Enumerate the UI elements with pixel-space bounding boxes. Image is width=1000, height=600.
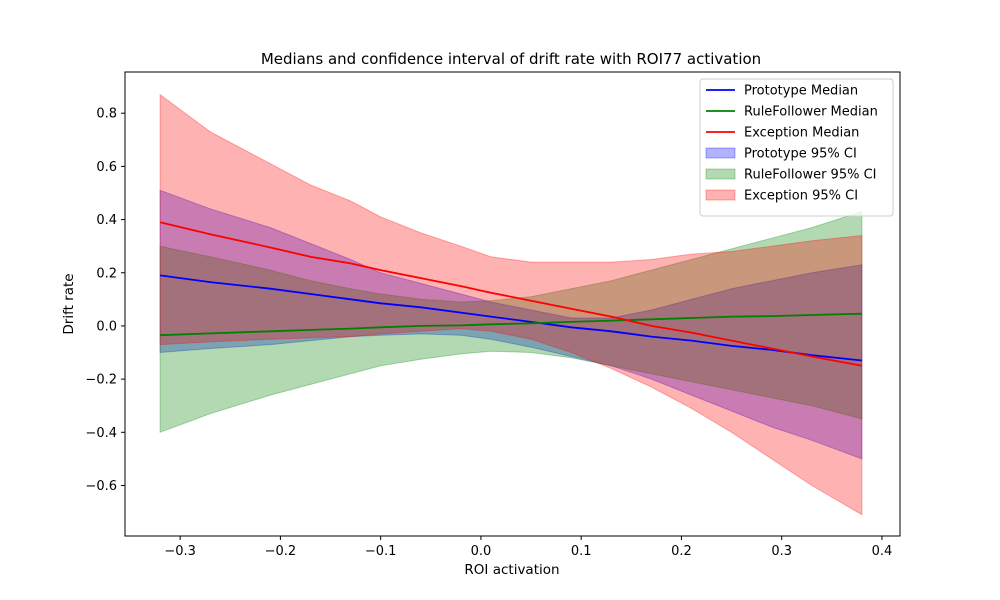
y-tick-label: −0.2 [85,373,117,388]
legend-label-prototype-95-ci: Prototype 95% CI [744,147,857,162]
x-axis: −0.3 −0.2 −0.1 0.0 0.1 0.2 0.3 0.4 [164,536,892,559]
y-axis: −0.6 −0.4 −0.2 0.0 0.2 0.4 0.6 0.8 [85,107,125,494]
x-axis-label: ROI activation [464,562,559,578]
legend-swatch-prototype-95-ci [705,147,736,159]
legend-label-rulefollower-95-ci: RuleFollower 95% CI [744,168,877,183]
legend: Prototype Median RuleFollower Median Excep… [699,78,894,217]
x-tick-label: 0.0 [471,544,492,559]
exception-95-ci-band [159,93,863,516]
x-tick-label: −0.2 [265,544,297,559]
prototype-median-line [159,274,862,362]
y-tick-label: −0.4 [85,426,117,441]
median-lines [159,221,863,367]
legend-label-exception-95-ci: Exception 95% CI [744,189,858,204]
plot-frame [124,71,901,537]
rulefollower-median-line [160,312,862,337]
legend-label-prototype-median: Prototype Median [744,84,858,99]
x-tick-label: −0.1 [365,544,397,559]
legend-swatch-rulefollower-95-ci [705,168,736,180]
rulefollower-95-ci-band [159,210,863,434]
y-axis-label: Drift rate [61,273,77,334]
y-tick-label: 0.2 [96,266,117,281]
exception-median-line [159,221,863,367]
y-tick-label: 0.6 [96,160,117,175]
y-tick-label: −0.6 [85,479,117,494]
y-tick-label: 0.0 [96,319,117,334]
y-tick-label: 0.4 [96,213,117,228]
x-tick-label: 0.4 [872,544,893,559]
legend-label-exception-median: Exception Median [744,126,859,141]
legend-swatch-exception-95-ci [705,189,736,201]
x-tick-label: 0.3 [771,544,792,559]
y-tick-label: 0.8 [96,107,117,122]
chart-title: Medians and confidence interval of drift… [261,50,761,68]
x-tick-label: −0.3 [164,544,196,559]
x-tick-label: 0.2 [671,544,692,559]
x-tick-label: 0.1 [571,544,592,559]
legend-label-rulefollower-median: RuleFollower Median [744,105,878,120]
legend-frame [699,78,894,217]
